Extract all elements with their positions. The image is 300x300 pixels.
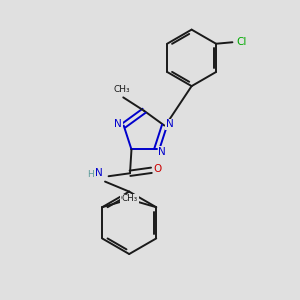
Text: O: O (154, 164, 162, 174)
Text: N: N (166, 119, 174, 129)
Text: N: N (115, 119, 122, 129)
Text: N: N (158, 147, 166, 157)
Text: CH₃: CH₃ (113, 85, 130, 94)
Text: N: N (95, 168, 103, 178)
Text: CH₃: CH₃ (120, 194, 136, 203)
Text: Cl: Cl (237, 37, 247, 47)
Text: H: H (87, 170, 94, 179)
Text: CH₃: CH₃ (122, 194, 138, 203)
